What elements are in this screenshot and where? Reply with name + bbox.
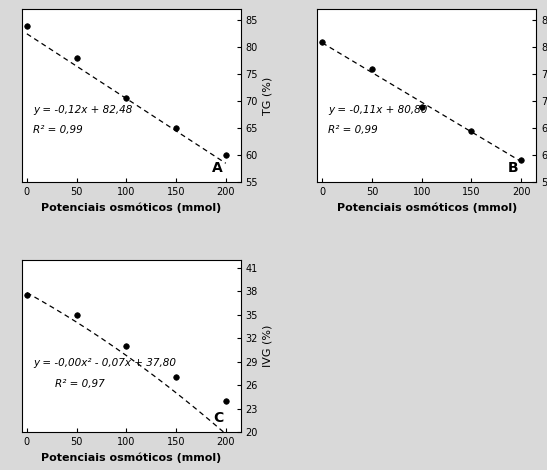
Text: y = -0,11x + 80,80: y = -0,11x + 80,80 — [328, 104, 428, 115]
Text: y = -0,00x² - 0,07x + 37,80: y = -0,00x² - 0,07x + 37,80 — [33, 358, 176, 368]
Text: R² = 0,99: R² = 0,99 — [33, 125, 83, 135]
Text: C: C — [213, 412, 223, 425]
Y-axis label: IVG (%): IVG (%) — [262, 325, 272, 367]
Y-axis label: TG (%): TG (%) — [262, 77, 272, 115]
X-axis label: Potenciais osmóticos (mmol): Potenciais osmóticos (mmol) — [336, 203, 517, 213]
Text: R² = 0,97: R² = 0,97 — [55, 379, 104, 389]
Text: R² = 0,99: R² = 0,99 — [328, 125, 378, 135]
X-axis label: Potenciais osmóticos (mmol): Potenciais osmóticos (mmol) — [41, 453, 222, 463]
X-axis label: Potenciais osmóticos (mmol): Potenciais osmóticos (mmol) — [41, 203, 222, 213]
Text: B: B — [508, 161, 519, 175]
Text: y = -0,12x + 82,48: y = -0,12x + 82,48 — [33, 104, 132, 115]
Text: A: A — [212, 161, 223, 175]
